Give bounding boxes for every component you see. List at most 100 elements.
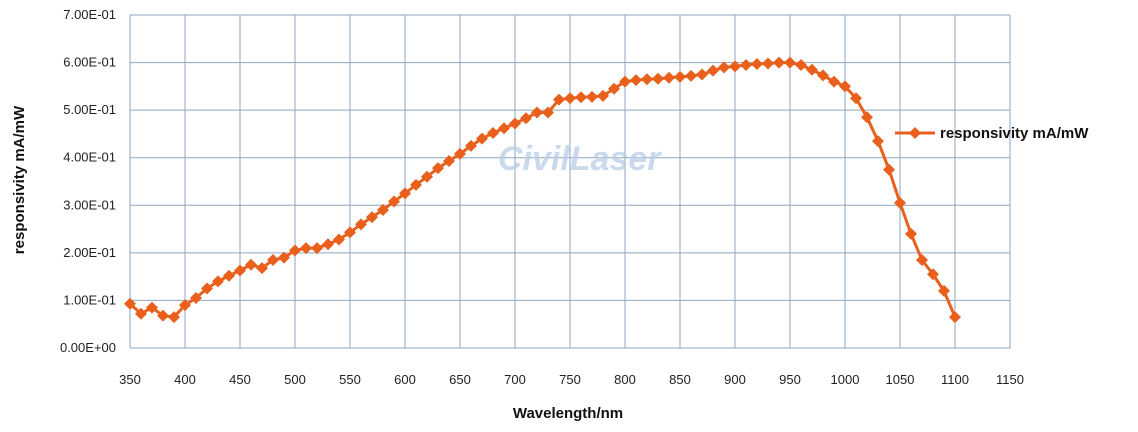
x-tick-label: 1100 [941, 372, 969, 387]
data-point [399, 187, 411, 200]
data-point [234, 264, 246, 277]
data-point [498, 122, 510, 135]
x-tick-label: 900 [724, 372, 746, 387]
x-tick-label: 550 [339, 372, 361, 387]
y-tick-label: 1.00E-01 [63, 292, 116, 307]
data-point [861, 111, 873, 124]
data-point [597, 89, 609, 102]
data-point [938, 284, 950, 297]
data-point [674, 70, 686, 83]
y-axis-title: responsivity mA/mW [11, 105, 28, 254]
data-point [322, 238, 334, 251]
data-point [421, 170, 433, 183]
y-tick-label: 4.00E-01 [63, 150, 116, 165]
data-point [652, 72, 664, 85]
x-axis-title: Wavelength/nm [513, 405, 623, 422]
data-point [168, 311, 180, 324]
x-tick-label: 750 [559, 372, 581, 387]
y-axis-ticks: 0.00E+00 1.00E-01 2.00E-01 3.00E-01 4.00E-01… [60, 7, 116, 355]
legend-label: responsivity mA/mW [940, 125, 1089, 142]
data-point [135, 307, 147, 320]
y-tick-label: 7.00E-01 [63, 7, 116, 22]
data-point [201, 282, 213, 295]
data-point [355, 218, 367, 231]
data-point [608, 82, 620, 95]
x-tick-label: 500 [284, 372, 306, 387]
data-point [685, 69, 697, 82]
data-point [377, 204, 389, 217]
x-tick-label: 1150 [996, 372, 1024, 387]
data-point [520, 112, 532, 125]
data-point [872, 135, 884, 148]
data-point [949, 311, 961, 324]
x-tick-label: 1000 [831, 372, 860, 387]
data-point [366, 211, 378, 224]
x-tick-label: 850 [669, 372, 691, 387]
y-tick-label: 5.00E-01 [63, 102, 116, 117]
data-point [630, 74, 642, 87]
data-point [762, 57, 774, 70]
x-tick-label: 800 [614, 372, 636, 387]
data-point [443, 155, 455, 168]
x-tick-label: 600 [394, 372, 416, 387]
y-tick-label: 3.00E-01 [63, 197, 116, 212]
data-point [212, 275, 224, 288]
x-tick-label: 350 [119, 372, 141, 387]
legend-marker [909, 127, 921, 139]
data-point [388, 195, 400, 208]
data-point [828, 75, 840, 88]
data-point [740, 58, 752, 71]
data-point [344, 226, 356, 239]
data-point [751, 57, 763, 70]
series-line [128, 61, 957, 319]
data-point [542, 106, 554, 119]
x-axis-ticks: 350 400 450 500 550 600 650 700 750 800 850 900 950 1… [119, 372, 1024, 387]
data-point [718, 61, 730, 74]
data-point [795, 58, 807, 71]
data-point [531, 106, 543, 119]
data-point [267, 253, 279, 266]
data-point [289, 244, 301, 257]
data-point [465, 139, 477, 152]
data-point [575, 91, 587, 104]
data-point [784, 56, 796, 69]
data-point [927, 268, 939, 281]
y-tick-label: 2.00E-01 [63, 245, 116, 260]
y-tick-label: 0.00E+00 [60, 340, 116, 355]
y-tick-label: 6.00E-01 [63, 55, 116, 70]
data-point [707, 64, 719, 77]
legend: responsivity mA/mW [895, 125, 1089, 142]
grid [129, 14, 1011, 349]
data-point [883, 163, 895, 176]
x-tick-label: 950 [779, 372, 801, 387]
data-point [146, 301, 158, 314]
data-point [806, 63, 818, 76]
data-point [256, 262, 268, 275]
data-point [190, 292, 202, 305]
data-point [905, 227, 917, 240]
data-point [894, 196, 906, 209]
data-point [454, 147, 466, 160]
data-point [839, 80, 851, 93]
data-point [311, 242, 323, 255]
data-point [641, 73, 653, 86]
series [124, 56, 961, 324]
data-point [696, 68, 708, 81]
data-point [157, 309, 169, 322]
data-point [124, 297, 136, 310]
x-tick-label: 1050 [886, 372, 915, 387]
data-point [773, 56, 785, 69]
data-point [586, 90, 598, 103]
data-point [916, 253, 928, 266]
x-tick-label: 450 [229, 372, 251, 387]
data-point [333, 233, 345, 246]
x-tick-label: 400 [174, 372, 196, 387]
data-point [300, 242, 312, 255]
data-point [564, 92, 576, 105]
data-point [245, 258, 257, 271]
data-point [509, 117, 521, 130]
data-point [410, 178, 422, 191]
x-tick-label: 650 [449, 372, 471, 387]
data-point [432, 162, 444, 175]
